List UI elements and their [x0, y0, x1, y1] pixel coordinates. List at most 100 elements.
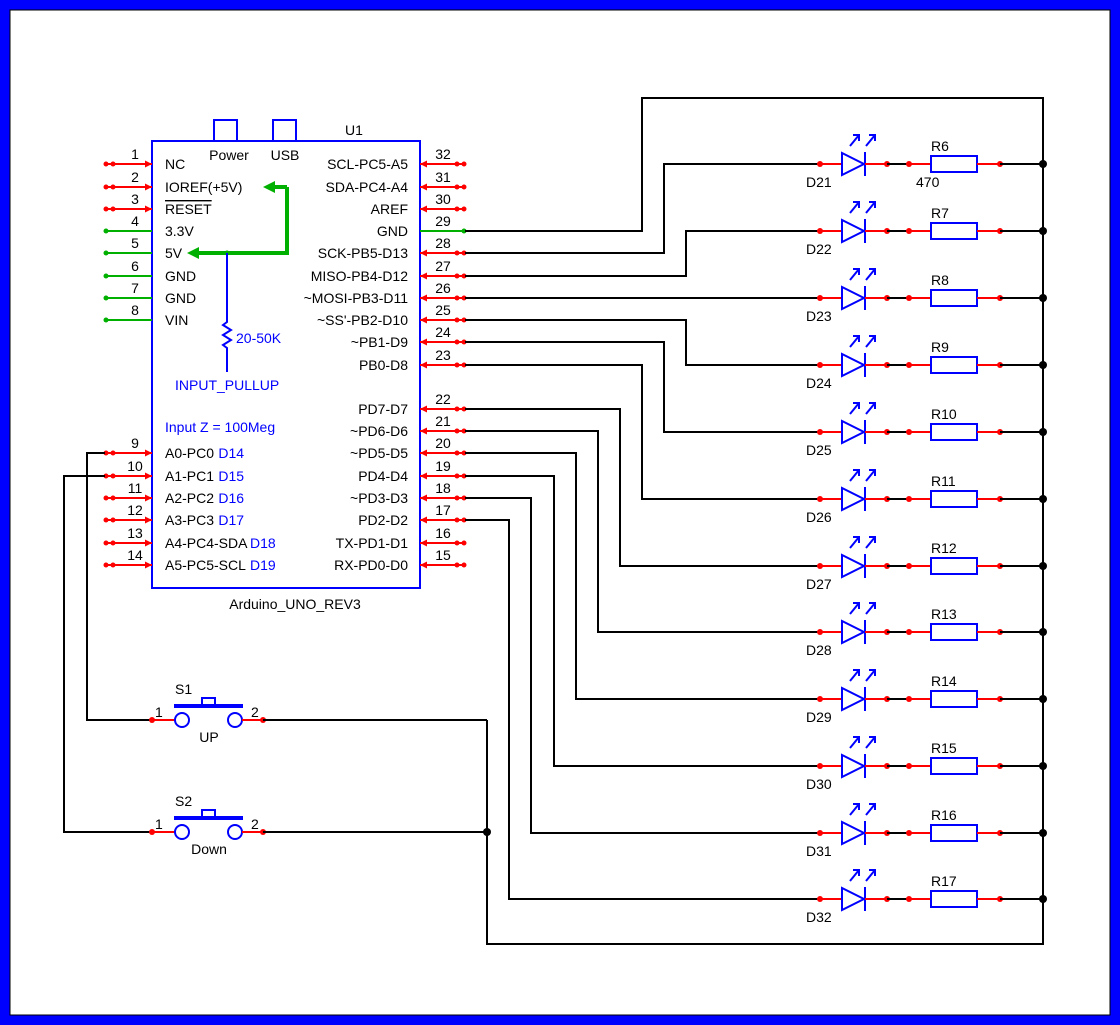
- pin-end-dot: [461, 339, 467, 345]
- pin-end-dot: [454, 295, 460, 301]
- pin-end-dot: [817, 161, 823, 167]
- pin-end-dot: [461, 406, 467, 412]
- light-arrow-icon: [849, 602, 860, 615]
- pin-number: 23: [435, 347, 451, 363]
- pin-number: 10: [127, 458, 143, 474]
- pin-number: 21: [435, 413, 451, 429]
- light-arrow-icon: [849, 536, 860, 549]
- pin-number: 3: [131, 191, 139, 207]
- pin-arrow-icon: [145, 160, 152, 168]
- pin-label: A0-PC0: [165, 445, 214, 461]
- pin-arrow-icon: [420, 183, 427, 191]
- pin-end-dot: [103, 295, 109, 301]
- pin-end-dot: [103, 540, 109, 546]
- pin-arrow-icon: [420, 249, 427, 257]
- light-arrow-icon: [853, 669, 860, 676]
- pin-end-dot: [461, 473, 467, 479]
- pin-end-dot: [110, 161, 116, 167]
- wire: [465, 519, 820, 900]
- wire: [465, 475, 820, 767]
- led-icon: [841, 486, 867, 512]
- pin-end-dot: [454, 562, 460, 568]
- pin-number: 27: [435, 258, 451, 274]
- pin-number: 5: [131, 235, 139, 251]
- pin-number: 15: [435, 547, 451, 563]
- pin-end-dot: [103, 228, 109, 234]
- led-icon: [841, 553, 867, 579]
- pin-arrow-icon: [420, 494, 427, 502]
- led-icon: [841, 886, 867, 912]
- pin-label: A1-PC1: [165, 468, 214, 484]
- pin-alias: D19: [250, 557, 276, 573]
- light-arrow-icon: [869, 134, 876, 141]
- led-label: D31: [806, 843, 832, 859]
- light-arrow-icon: [853, 536, 860, 543]
- pin-number: 2: [131, 169, 139, 185]
- pin-end-dot: [454, 273, 460, 279]
- pin-label: GND: [165, 290, 196, 306]
- pin-end-dot: [103, 473, 109, 479]
- pin-end-dot: [454, 250, 460, 256]
- arduino-name: Arduino_UNO_REV3: [229, 596, 361, 612]
- led-label: D26: [806, 509, 832, 525]
- resistor-label: R12: [931, 540, 957, 556]
- pin-end-dot: [817, 496, 823, 502]
- wire: [465, 230, 820, 277]
- sheet: [9, 9, 1111, 1016]
- light-arrow-icon: [853, 201, 860, 208]
- light-arrow-icon: [869, 268, 876, 275]
- pin-label: 3.3V: [165, 223, 194, 239]
- led-label: D21: [806, 174, 832, 190]
- pin-label: PD2-D2: [358, 512, 408, 528]
- led-label: D32: [806, 909, 832, 925]
- light-arrow-icon: [865, 869, 876, 882]
- pin-arrow-icon: [420, 472, 427, 480]
- wire: [465, 319, 820, 366]
- pin-end-dot: [103, 206, 109, 212]
- pin-end-dot: [110, 206, 116, 212]
- pin-arrow-icon: [420, 294, 427, 302]
- pin-end-dot: [110, 562, 116, 568]
- light-arrow-icon: [869, 669, 876, 676]
- pullup-resistor-icon: [221, 253, 233, 372]
- led-label: D24: [806, 375, 832, 391]
- pin-end-dot: [817, 629, 823, 635]
- pin-end-dot: [461, 206, 467, 212]
- light-arrow-icon: [853, 134, 860, 141]
- light-arrow-icon: [869, 602, 876, 609]
- light-arrow-icon: [853, 803, 860, 810]
- light-arrow-icon: [849, 669, 860, 682]
- pin-label: SDA-PC4-A4: [326, 179, 409, 195]
- light-arrow-icon: [853, 335, 860, 342]
- switch-pin-number: 2: [251, 816, 259, 832]
- pin-label: GND: [377, 223, 408, 239]
- pin-number: 11: [128, 480, 143, 496]
- arrow-left-icon: [187, 247, 199, 259]
- switch-pin-number: 1: [155, 816, 163, 832]
- pin-end-dot: [454, 339, 460, 345]
- pin-number: 4: [131, 213, 139, 229]
- pin-label: PD7-D7: [358, 401, 408, 417]
- led-label: D27: [806, 576, 832, 592]
- pin-end-dot: [817, 295, 823, 301]
- light-arrow-icon: [869, 402, 876, 409]
- light-arrow-icon: [869, 536, 876, 543]
- pin-arrow-icon: [420, 539, 427, 547]
- wire: [86, 452, 152, 721]
- pin-end-dot: [461, 250, 467, 256]
- pin-label: ~PB1-D9: [351, 334, 408, 350]
- pin-label: RX-PD0-D0: [334, 557, 408, 573]
- pin-arrow-icon: [145, 205, 152, 213]
- led-icon: [841, 753, 867, 779]
- wire: [465, 364, 820, 500]
- switch-contact-icon: [174, 824, 190, 840]
- pin-end-dot: [454, 184, 460, 190]
- wire: [465, 497, 820, 834]
- pin-number: 29: [435, 213, 451, 229]
- pin-arrow-icon: [145, 494, 152, 502]
- pin-arrow-icon: [145, 183, 152, 191]
- pin-end-dot: [461, 495, 467, 501]
- pin-end-dot: [461, 317, 467, 323]
- wire: [63, 475, 152, 833]
- led-icon: [841, 151, 867, 177]
